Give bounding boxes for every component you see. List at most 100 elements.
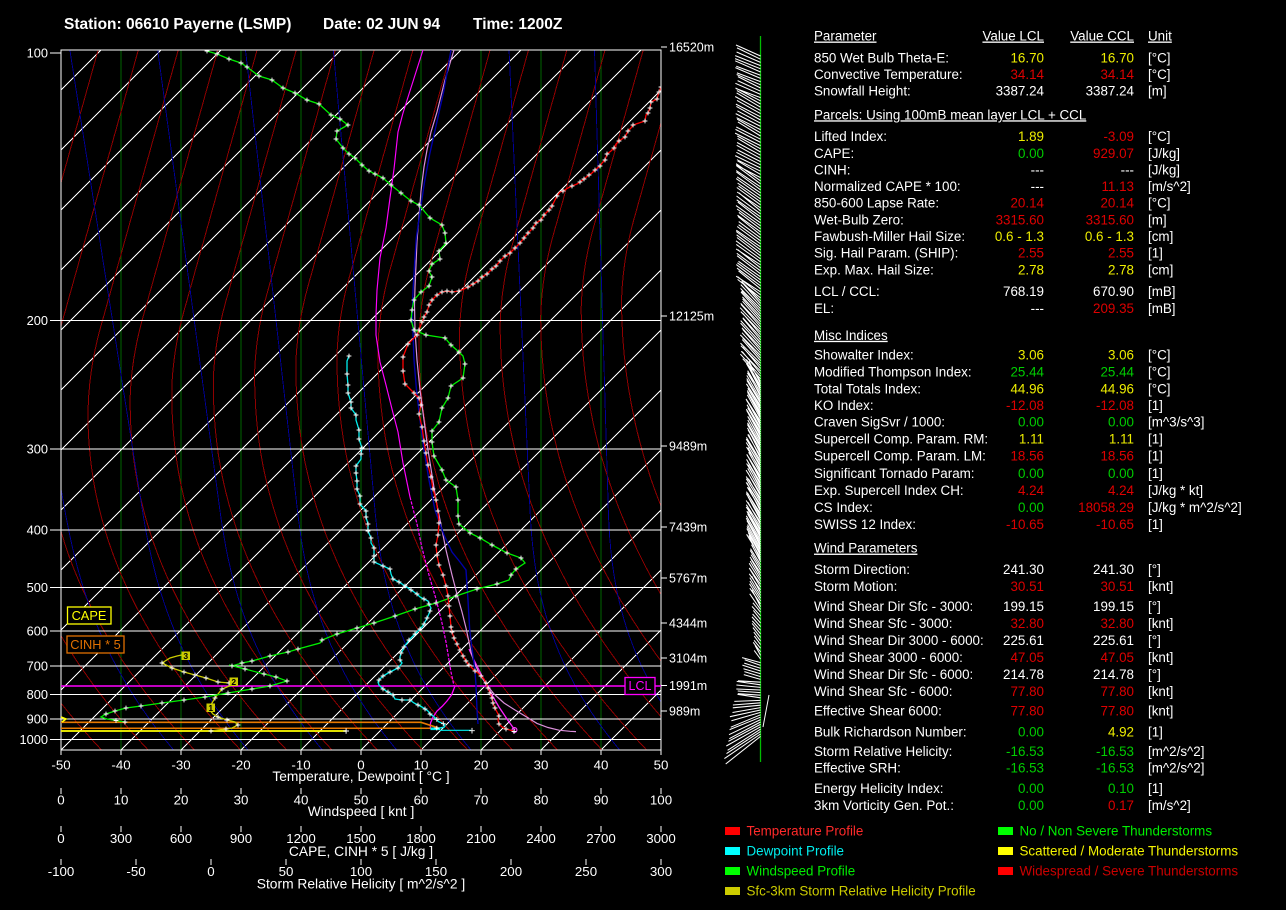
svg-text:-16.53: -16.53 xyxy=(1006,744,1044,759)
svg-text:100: 100 xyxy=(650,793,672,808)
svg-text:0.00: 0.00 xyxy=(1018,146,1044,161)
svg-text:Modified Thompson Index:: Modified Thompson Index: xyxy=(814,365,972,380)
svg-text:CS Index:: CS Index: xyxy=(814,500,873,515)
svg-text:[°C]: [°C] xyxy=(1148,51,1170,66)
svg-text:Unit: Unit xyxy=(1148,29,1172,44)
svg-text:-12.08: -12.08 xyxy=(1096,398,1134,413)
svg-text:32.80: 32.80 xyxy=(1010,616,1044,631)
svg-text:18.56: 18.56 xyxy=(1010,449,1044,464)
svg-text:-50: -50 xyxy=(51,758,70,773)
svg-text:7439m: 7439m xyxy=(669,521,707,535)
svg-text:---: --- xyxy=(1031,301,1044,316)
svg-text:4344m: 4344m xyxy=(669,617,707,631)
svg-text:Showalter Index:: Showalter Index: xyxy=(814,348,914,363)
svg-text:3km Vorticity Gen. Pot.:: 3km Vorticity Gen. Pot.: xyxy=(814,798,954,813)
svg-text:11.13: 11.13 xyxy=(1101,179,1134,194)
svg-text:[°C]: [°C] xyxy=(1148,382,1170,397)
svg-text:Normalized CAPE * 100:: Normalized CAPE * 100: xyxy=(814,179,961,194)
svg-text:[°C]: [°C] xyxy=(1148,196,1170,211)
svg-text:241.30: 241.30 xyxy=(1093,562,1134,577)
svg-text:[cm]: [cm] xyxy=(1148,229,1173,244)
svg-text:KO Index:: KO Index: xyxy=(814,398,874,413)
svg-text:200: 200 xyxy=(500,864,522,879)
svg-text:44.96: 44.96 xyxy=(1100,382,1134,397)
svg-text:[1]: [1] xyxy=(1148,517,1163,532)
svg-text:300: 300 xyxy=(27,442,48,457)
svg-text:30.51: 30.51 xyxy=(1010,579,1044,594)
svg-text:Snowfall Height:: Snowfall Height: xyxy=(814,84,911,99)
svg-text:1.89: 1.89 xyxy=(1018,129,1044,144)
svg-text:989m: 989m xyxy=(669,705,700,719)
svg-text:[°C]: [°C] xyxy=(1148,67,1170,82)
svg-text:0.00: 0.00 xyxy=(1018,415,1044,430)
svg-text:Time: 1200Z: Time: 1200Z xyxy=(473,16,563,33)
svg-text:900: 900 xyxy=(27,711,48,726)
svg-text:5767m: 5767m xyxy=(669,572,707,586)
svg-text:3387.24: 3387.24 xyxy=(996,84,1045,99)
svg-text:929.07: 929.07 xyxy=(1093,146,1134,161)
svg-text:Value CCL: Value CCL xyxy=(1070,29,1134,44)
svg-text:CAPE, CINH * 5 [ J/kg ]: CAPE, CINH * 5 [ J/kg ] xyxy=(289,844,433,859)
svg-text:3.06: 3.06 xyxy=(1108,348,1134,363)
svg-text:3.06: 3.06 xyxy=(1018,348,1044,363)
svg-text:1.11: 1.11 xyxy=(1019,432,1044,447)
svg-text:0: 0 xyxy=(57,793,64,808)
svg-text:Wind Shear 3000 - 6000:: Wind Shear 3000 - 6000: xyxy=(814,650,963,665)
svg-text:EL:: EL: xyxy=(814,301,834,316)
svg-text:[knt]: [knt] xyxy=(1148,704,1173,719)
svg-text:9489m: 9489m xyxy=(669,440,707,454)
svg-text:30.51: 30.51 xyxy=(1100,579,1134,594)
svg-text:[°]: [°] xyxy=(1148,599,1161,614)
svg-text:225.61: 225.61 xyxy=(1003,633,1044,648)
svg-text:[J/kg]: [J/kg] xyxy=(1148,146,1180,161)
svg-text:-10: -10 xyxy=(291,758,310,773)
svg-text:Storm Relative Helicity [ m^2/: Storm Relative Helicity [ m^2/s^2 ] xyxy=(257,877,465,892)
svg-text:16.70: 16.70 xyxy=(1010,51,1044,66)
svg-text:Wind Parameters: Wind Parameters xyxy=(814,541,918,556)
svg-text:32.80: 32.80 xyxy=(1100,616,1134,631)
svg-text:77.80: 77.80 xyxy=(1010,684,1044,699)
svg-text:Date: 02 JUN 94: Date: 02 JUN 94 xyxy=(323,16,441,33)
svg-text:250: 250 xyxy=(575,864,597,879)
svg-text:1991m: 1991m xyxy=(669,679,707,693)
svg-text:900: 900 xyxy=(230,831,252,846)
svg-text:768.19: 768.19 xyxy=(1003,284,1044,299)
svg-text:[knt]: [knt] xyxy=(1148,616,1173,631)
svg-text:20: 20 xyxy=(174,793,189,808)
svg-text:0.00: 0.00 xyxy=(1018,781,1044,796)
svg-text:3104m: 3104m xyxy=(669,652,707,666)
svg-text:200: 200 xyxy=(27,313,48,328)
svg-text:77.80: 77.80 xyxy=(1010,704,1044,719)
svg-text:Wind Shear Dir 3000 - 6000:: Wind Shear Dir 3000 - 6000: xyxy=(814,633,984,648)
svg-text:[knt]: [knt] xyxy=(1148,684,1173,699)
svg-text:Significant Tornado Param:: Significant Tornado Param: xyxy=(814,466,975,481)
svg-text:[°]: [°] xyxy=(1148,562,1161,577)
svg-text:10: 10 xyxy=(414,758,429,773)
svg-text:Wind Shear Dir Sfc - 3000:: Wind Shear Dir Sfc - 3000: xyxy=(814,599,973,614)
svg-text:50: 50 xyxy=(354,793,369,808)
svg-text:---: --- xyxy=(1031,179,1044,194)
svg-text:[1]: [1] xyxy=(1148,781,1163,796)
svg-text:300: 300 xyxy=(110,831,132,846)
svg-text:Windspeed [ knt ]: Windspeed [ knt ] xyxy=(308,804,415,819)
svg-text:150: 150 xyxy=(425,864,447,879)
svg-text:[1]: [1] xyxy=(1148,466,1163,481)
svg-text:Bulk Richardson Number:: Bulk Richardson Number: xyxy=(814,724,967,739)
svg-text:[J/kg]: [J/kg] xyxy=(1148,163,1180,178)
svg-text:0: 0 xyxy=(207,864,214,879)
svg-text:3000: 3000 xyxy=(646,831,676,846)
svg-text:214.78: 214.78 xyxy=(1003,667,1044,682)
svg-text:12125m: 12125m xyxy=(669,310,714,324)
svg-text:Station: 06610 Payerne (LSMP): Station: 06610 Payerne (LSMP) xyxy=(64,16,291,33)
svg-text:-10.65: -10.65 xyxy=(1096,517,1134,532)
svg-text:16.70: 16.70 xyxy=(1100,51,1134,66)
svg-text:600: 600 xyxy=(170,831,192,846)
svg-text:[°C]: [°C] xyxy=(1148,365,1170,380)
svg-text:4.92: 4.92 xyxy=(1108,724,1134,739)
svg-text:0.6 - 1.3: 0.6 - 1.3 xyxy=(995,229,1044,244)
svg-text:34.14: 34.14 xyxy=(1010,67,1044,82)
svg-text:[knt]: [knt] xyxy=(1148,650,1173,665)
svg-text:47.05: 47.05 xyxy=(1100,650,1134,665)
svg-text:Misc Indices: Misc Indices xyxy=(814,328,888,343)
svg-text:[m/s^2]: [m/s^2] xyxy=(1148,798,1191,813)
